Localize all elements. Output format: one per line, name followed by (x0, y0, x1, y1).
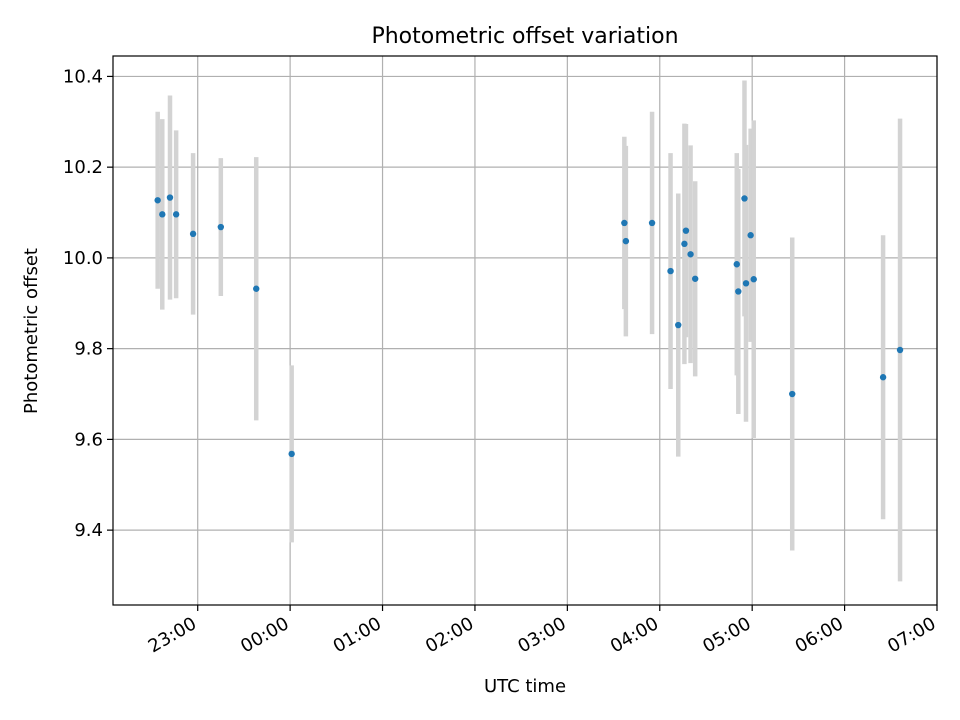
chart-title: Photometric offset variation (371, 24, 678, 49)
data-point (742, 280, 750, 287)
data-point (154, 197, 161, 204)
data-point (879, 374, 887, 381)
data-point (253, 285, 260, 292)
data-points (154, 194, 904, 458)
data-point (896, 346, 904, 354)
data-point (667, 267, 674, 275)
data-point (741, 195, 748, 202)
data-point (217, 223, 225, 231)
plot-frame (112, 55, 938, 606)
y-tick-label: 9.8 (74, 339, 103, 360)
data-point (747, 232, 754, 239)
data-point (691, 275, 699, 282)
data-point (159, 211, 166, 218)
data-point (648, 219, 656, 227)
grid (113, 56, 938, 605)
y-tick-label: 10.0 (63, 248, 103, 269)
y-axis-label: Photometric offset (21, 248, 42, 414)
y-tick-label: 10.4 (63, 66, 103, 87)
data-point (682, 227, 690, 234)
x-axis-label: UTC time (484, 676, 566, 697)
data-point (733, 261, 740, 268)
data-point (166, 194, 174, 201)
data-point (681, 240, 688, 248)
data-point (750, 276, 757, 283)
data-point (189, 230, 197, 238)
data-point (172, 211, 180, 218)
data-point (735, 288, 742, 295)
data-point (288, 450, 295, 458)
data-point (789, 390, 796, 398)
data-point (687, 251, 694, 258)
y-tick-label: 9.6 (74, 429, 103, 450)
data-point (622, 237, 630, 245)
data-point (621, 219, 628, 227)
y-tick-label: 10.2 (63, 157, 103, 178)
y-tick-label: 9.4 (74, 520, 103, 541)
data-point (675, 321, 682, 329)
